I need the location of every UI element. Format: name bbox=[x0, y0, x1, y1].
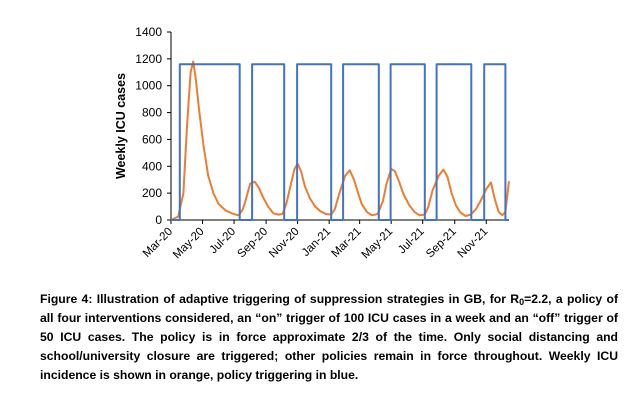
caption-rest: =2.2, a policy of all four interventions… bbox=[40, 292, 619, 382]
y-axis: 0 200 400 600 800 1000 1200 1400 bbox=[135, 25, 172, 227]
y-tick-label: 200 bbox=[142, 186, 162, 200]
caption-subscript: 0 bbox=[519, 297, 525, 307]
x-tick-label: Sep-20 bbox=[236, 226, 271, 261]
x-tick-label: Jul-21 bbox=[396, 226, 427, 257]
plot-area bbox=[170, 60, 510, 221]
x-tick-label: Sep-21 bbox=[424, 226, 459, 261]
icu-chart: Weekly ICU cases 0 200 400 600 800 1000 1200 14… bbox=[114, 25, 510, 262]
x-tick-label: Nov-21 bbox=[456, 226, 491, 261]
y-tick-label: 800 bbox=[142, 106, 162, 120]
series-line-icu-cases bbox=[170, 60, 510, 221]
y-tick-label: 0 bbox=[155, 213, 162, 227]
y-tick-label: 1200 bbox=[135, 52, 162, 66]
x-tick-label: May-20 bbox=[171, 226, 207, 262]
x-tick-label: Nov-20 bbox=[267, 226, 302, 261]
y-axis-label: Weekly ICU cases bbox=[114, 73, 128, 179]
caption-lead: Figure 4: Illustration of adaptive trigg… bbox=[40, 292, 520, 306]
y-tick-label: 400 bbox=[142, 159, 162, 173]
x-tick-label: Jul-20 bbox=[208, 226, 239, 257]
x-tick-label: May-21 bbox=[360, 226, 396, 262]
x-tick-label: Mar-21 bbox=[330, 226, 364, 260]
y-tick-label: 1000 bbox=[135, 79, 162, 93]
y-tick-label: 1400 bbox=[135, 25, 162, 39]
series-line-policy-trigger bbox=[171, 63, 509, 221]
x-tick-label: Mar-20 bbox=[141, 226, 175, 260]
y-tick-label: 600 bbox=[142, 132, 162, 146]
figure-caption: Figure 4: Illustration of adaptive trigg… bbox=[40, 290, 618, 385]
x-tick-label: Jan-21 bbox=[300, 226, 333, 259]
